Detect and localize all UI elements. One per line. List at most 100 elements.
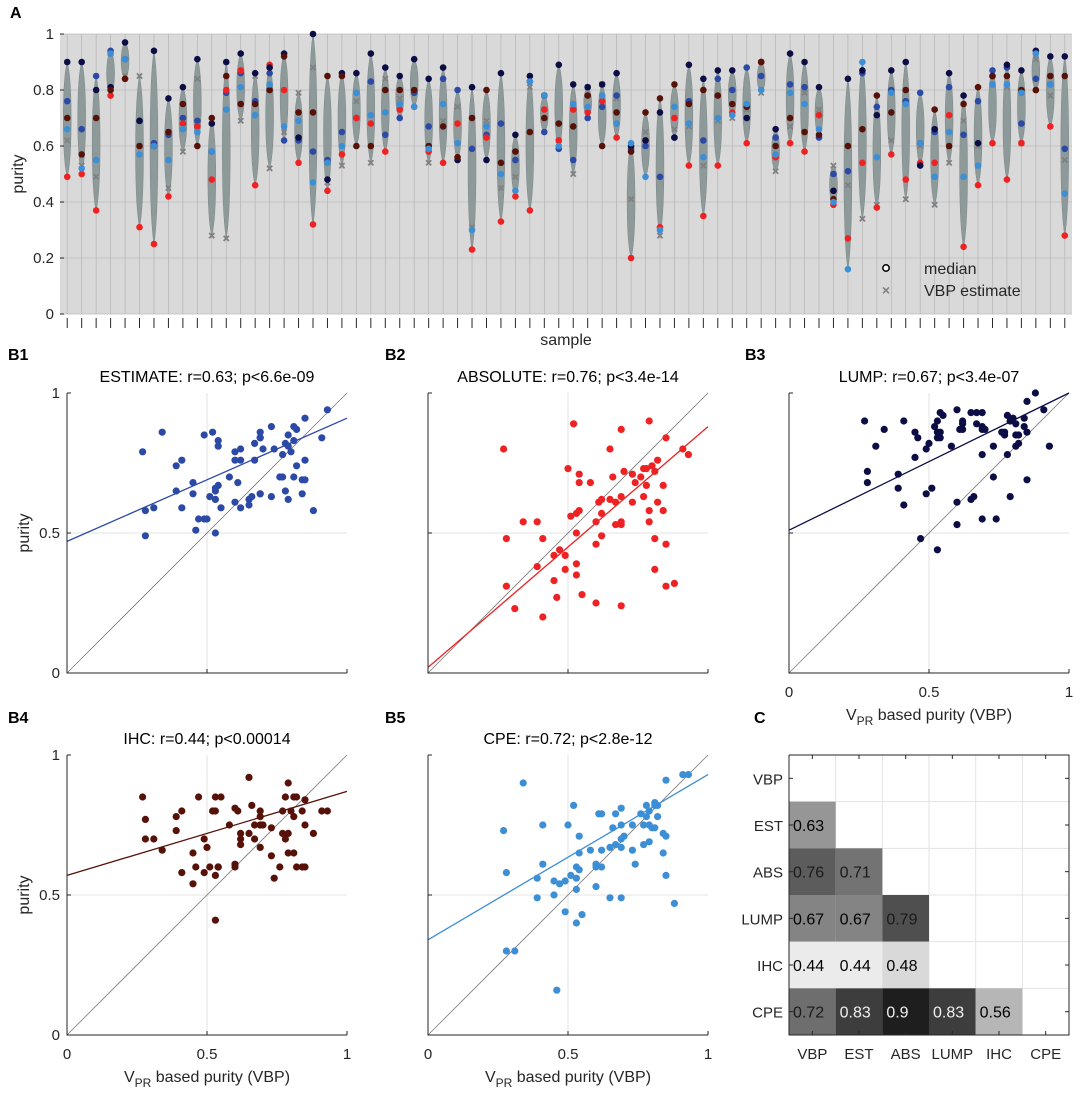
cpe-point-46 — [714, 114, 722, 122]
b5-point — [567, 871, 575, 880]
b1-point — [189, 490, 197, 498]
b4-point — [256, 821, 264, 829]
heatmap-cell-label: 0.76 — [793, 865, 824, 882]
violin-21 — [352, 72, 361, 147]
b4-point — [298, 807, 306, 815]
b2-point — [662, 582, 670, 590]
vbp-marker-52 — [801, 89, 808, 97]
b2-point — [502, 535, 510, 543]
ihc-point-10 — [194, 142, 201, 150]
b1-point — [172, 462, 180, 470]
estimate-point-51 — [786, 81, 794, 88]
lump-point-18 — [309, 30, 317, 38]
absolute-point-48 — [743, 139, 751, 147]
lump-point-67 — [1018, 67, 1025, 74]
b1-point — [225, 473, 233, 481]
b2-point — [617, 425, 625, 433]
absolute-point-32 — [512, 193, 519, 200]
cpe-point-54 — [830, 198, 837, 206]
b5-point — [620, 832, 628, 840]
b2-point — [556, 546, 564, 554]
b3-identity-line — [788, 392, 1070, 674]
b1-point — [290, 473, 298, 481]
estimate-point-68 — [1032, 75, 1040, 83]
b5-point — [612, 810, 620, 818]
legend-median-icon — [882, 264, 890, 272]
estimate-point-3 — [92, 72, 100, 80]
ihc-point-22 — [367, 142, 375, 150]
lump-point-35 — [555, 61, 563, 69]
vbp-marker-32 — [512, 173, 519, 181]
lump-point-38 — [598, 81, 606, 88]
b3-point — [1001, 428, 1009, 436]
panel-a-x-label: sample — [540, 332, 592, 349]
ihc-point-69 — [1047, 72, 1054, 80]
b3-point — [900, 501, 908, 509]
ihc-point-70 — [1061, 72, 1069, 80]
violin-8 — [164, 97, 173, 198]
absolute-point-10 — [194, 123, 201, 130]
b1-point — [211, 529, 219, 537]
b1-y-label: purity — [16, 513, 33, 552]
lump-point-19 — [324, 176, 331, 183]
b2-point — [651, 535, 659, 543]
estimate-point-46 — [714, 75, 722, 83]
ihc-point-28 — [454, 153, 461, 161]
b5-point — [572, 874, 581, 882]
absolute-point-38 — [598, 97, 606, 105]
violin-42 — [655, 98, 665, 236]
b1-point — [237, 445, 245, 453]
violin-3 — [91, 75, 101, 211]
cpe-point-57 — [873, 153, 881, 161]
absolute-point-6 — [136, 223, 143, 231]
b3-point — [956, 425, 964, 433]
violin-14 — [251, 72, 260, 187]
b4-point — [172, 813, 180, 821]
estimate-point-62 — [945, 83, 953, 91]
b2-point — [564, 465, 572, 473]
b2-point — [654, 498, 662, 506]
vbp-marker-11 — [208, 232, 216, 239]
b2-point — [598, 532, 606, 540]
b4-point — [245, 773, 253, 782]
b3-point — [936, 428, 944, 436]
b4-point — [141, 835, 149, 843]
estimate-point-45 — [700, 137, 707, 144]
b1-point — [248, 493, 256, 501]
panel-b5-cpe: B5 CPE: r=0.72; p<2.8e-12 0 0.5 1 VPR based … — [385, 710, 712, 1090]
cpe-point-7 — [150, 142, 158, 150]
cpe-point-45 — [700, 153, 707, 161]
lump-point-23 — [381, 64, 389, 71]
vbp-marker-8 — [165, 184, 172, 192]
b5-point — [500, 827, 508, 835]
cpe-point-19 — [324, 159, 331, 167]
b1-point — [301, 456, 309, 464]
lump-point-12 — [222, 58, 230, 66]
ihc-point-14 — [251, 100, 259, 108]
b5-point — [640, 821, 648, 829]
heatmap-cell-label: 0.48 — [886, 958, 917, 975]
heatmap-cell-label: 0.79 — [886, 911, 917, 928]
violin-60 — [916, 92, 925, 167]
b4-identity-line — [66, 754, 348, 1036]
estimate-point-2 — [78, 125, 85, 133]
cpe-point-3 — [92, 156, 100, 164]
violin-31 — [496, 73, 506, 222]
b3-point — [989, 442, 998, 450]
lump-point-36 — [569, 81, 577, 88]
cpe-point-36 — [569, 100, 577, 108]
b5-xtick-label: 1 — [704, 1046, 712, 1063]
heatmap-axes — [788, 754, 1070, 1036]
ihc-point-38 — [598, 142, 606, 150]
cpe-point-55 — [844, 265, 852, 273]
b4-point — [206, 863, 214, 871]
absolute-point-63 — [960, 243, 967, 251]
ihc-point-35 — [555, 120, 563, 127]
lump-point-59 — [902, 58, 910, 66]
vbp-marker-31 — [497, 184, 505, 192]
heatmap-cell — [789, 988, 836, 1035]
b2-point — [617, 521, 625, 529]
ihc-point-23 — [381, 86, 389, 94]
b5-point — [595, 810, 603, 818]
b4-title: IHC: r=0.44; p<0.00014 — [123, 731, 290, 748]
